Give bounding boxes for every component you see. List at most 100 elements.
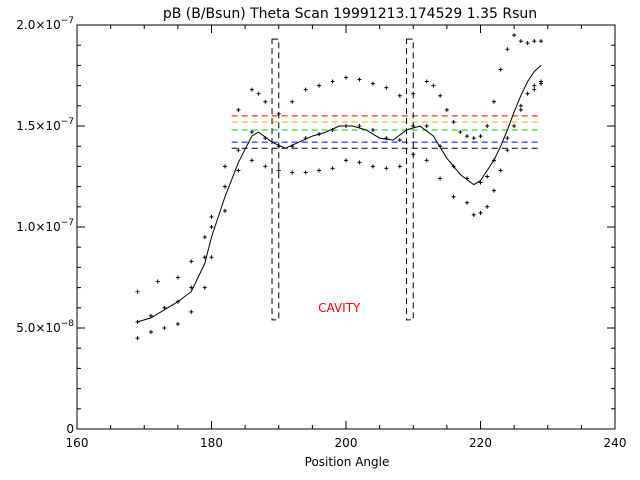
mid-point-31 bbox=[532, 87, 537, 92]
lower-point-14 bbox=[317, 168, 322, 173]
upper-point-30 bbox=[478, 134, 483, 139]
lower-point-7 bbox=[222, 208, 227, 213]
mid-point-19 bbox=[384, 136, 389, 141]
lower-point-13 bbox=[303, 170, 308, 175]
upper-point-10 bbox=[263, 99, 268, 104]
upper-point-0 bbox=[135, 289, 140, 294]
x-tick-label-2: 200 bbox=[335, 436, 358, 450]
y-tick-label-1: 5.0×10−8 bbox=[16, 319, 74, 335]
lower-point-29 bbox=[491, 188, 496, 193]
lower-point-33 bbox=[518, 103, 523, 108]
mid-point-17 bbox=[357, 124, 362, 128]
upper-points bbox=[135, 33, 544, 294]
mid-point-28 bbox=[491, 158, 496, 163]
upper-point-15 bbox=[330, 79, 335, 84]
upper-point-20 bbox=[397, 93, 402, 98]
upper-point-34 bbox=[505, 47, 510, 52]
lower-point-25 bbox=[465, 200, 470, 205]
mid-point-18 bbox=[370, 128, 375, 133]
x-ticks: 160 180 200 220 240 bbox=[66, 25, 627, 450]
upper-point-17 bbox=[357, 77, 362, 82]
upper-point-35 bbox=[512, 33, 517, 38]
mid-point-1 bbox=[148, 313, 153, 318]
mid-point-20 bbox=[397, 138, 402, 143]
lower-point-11 bbox=[276, 168, 281, 173]
lower-point-9 bbox=[249, 158, 254, 163]
annotation-cavity: CAVITY bbox=[318, 301, 361, 315]
mid-point-5 bbox=[202, 255, 207, 260]
lower-point-15 bbox=[330, 166, 335, 171]
reference-lines bbox=[231, 115, 542, 149]
lower-point-32 bbox=[512, 124, 517, 128]
upper-point-28 bbox=[465, 134, 470, 139]
upper-point-8 bbox=[249, 87, 254, 92]
upper-point-16 bbox=[344, 75, 348, 80]
mid-point-8 bbox=[236, 148, 241, 153]
mid-point-21 bbox=[411, 124, 416, 128]
upper-point-24 bbox=[438, 93, 443, 98]
lower-point-35 bbox=[532, 83, 537, 88]
lower-point-28 bbox=[485, 204, 490, 209]
lower-point-16 bbox=[344, 158, 348, 163]
lower-point-31 bbox=[505, 148, 510, 153]
mid-point-16 bbox=[344, 124, 348, 128]
mid-point-30 bbox=[518, 107, 523, 112]
upper-point-33 bbox=[498, 67, 503, 72]
upper-point-6 bbox=[222, 164, 227, 169]
mid-point-29 bbox=[505, 136, 510, 141]
upper-point-1 bbox=[155, 279, 160, 284]
upper-point-5 bbox=[209, 214, 214, 219]
lower-point-20 bbox=[397, 164, 402, 169]
mid-point-11 bbox=[276, 144, 281, 149]
mid-points bbox=[135, 79, 544, 324]
upper-point-19 bbox=[384, 85, 389, 90]
lower-point-1 bbox=[148, 330, 153, 335]
upper-point-23 bbox=[431, 83, 436, 88]
upper-point-11 bbox=[276, 111, 281, 116]
lower-points bbox=[135, 81, 544, 341]
lower-point-36 bbox=[539, 81, 544, 86]
lower-point-3 bbox=[175, 321, 180, 326]
smooth-line-group bbox=[137, 65, 542, 323]
mid-point-12 bbox=[290, 144, 295, 149]
mid-point-7 bbox=[222, 184, 227, 189]
upper-point-25 bbox=[444, 107, 449, 112]
mid-point-24 bbox=[451, 164, 456, 169]
lower-point-22 bbox=[424, 158, 429, 163]
lower-point-8 bbox=[236, 168, 241, 173]
mid-point-4 bbox=[189, 285, 194, 290]
mid-point-15 bbox=[330, 128, 335, 133]
upper-point-27 bbox=[458, 130, 463, 135]
mid-point-13 bbox=[303, 136, 308, 141]
x-tick-label-4: 240 bbox=[604, 436, 627, 450]
cavity-box-0 bbox=[271, 38, 280, 321]
lower-point-4 bbox=[189, 309, 194, 314]
upper-point-39 bbox=[539, 39, 544, 44]
lower-point-12 bbox=[290, 170, 295, 175]
lower-point-0 bbox=[135, 336, 140, 341]
y-tick-label-2: 1.0×10−7 bbox=[16, 218, 74, 234]
mid-point-23 bbox=[438, 144, 443, 149]
x-tick-label-1: 180 bbox=[200, 436, 223, 450]
mid-point-0 bbox=[135, 319, 140, 324]
lower-point-18 bbox=[370, 164, 375, 169]
x-tick-label-3: 220 bbox=[469, 436, 492, 450]
upper-point-18 bbox=[370, 81, 375, 86]
lower-point-17 bbox=[357, 160, 362, 165]
mid-point-14 bbox=[317, 132, 322, 137]
upper-point-9 bbox=[256, 91, 261, 96]
y-ticks: 0 5.0×10−8 1.0×10−7 1.5×10−7 2.0×10−7 bbox=[16, 16, 615, 436]
upper-point-26 bbox=[451, 119, 456, 124]
upper-point-13 bbox=[303, 87, 308, 92]
cavity-boxes bbox=[271, 38, 414, 321]
mid-point-6 bbox=[209, 225, 214, 229]
lower-point-23 bbox=[438, 176, 443, 181]
upper-point-21 bbox=[411, 91, 416, 96]
smooth-line bbox=[137, 65, 542, 323]
lower-point-26 bbox=[471, 212, 476, 217]
upper-point-37 bbox=[525, 41, 530, 46]
y-tick-label-3: 1.5×10−7 bbox=[16, 117, 74, 133]
lower-point-10 bbox=[263, 164, 268, 169]
lower-point-30 bbox=[498, 168, 503, 173]
